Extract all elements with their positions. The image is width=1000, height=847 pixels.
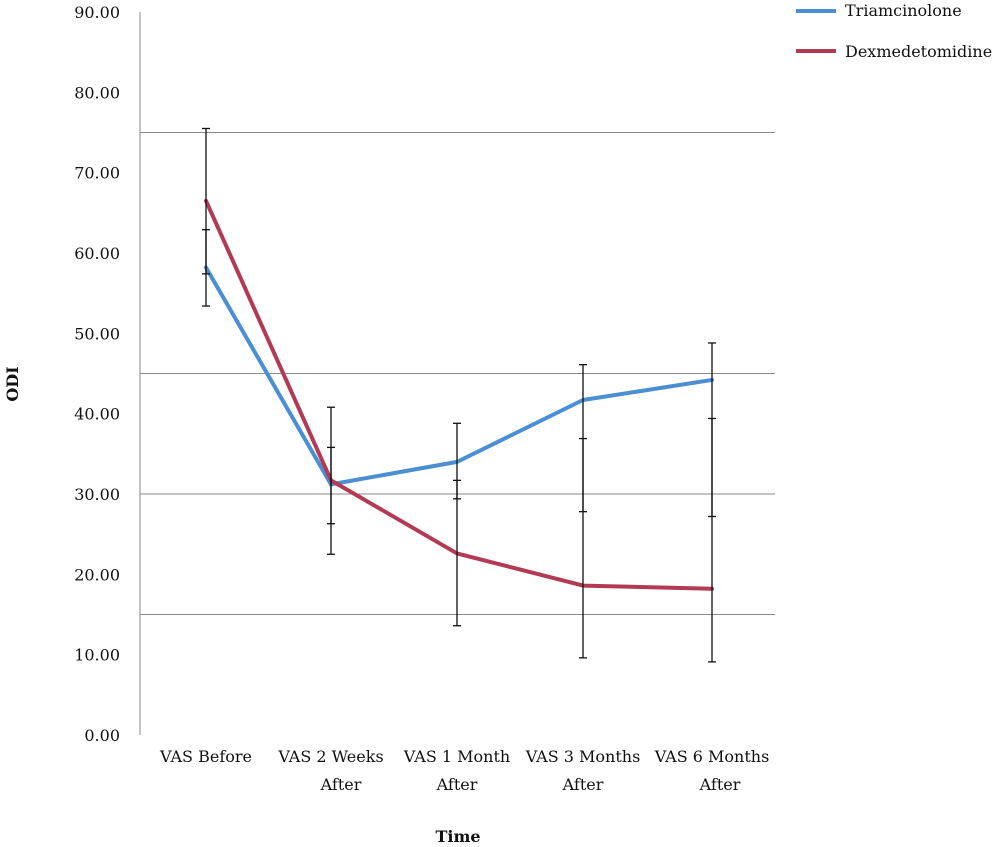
y-tick-label: 10.00 [74, 646, 120, 665]
y-tick-label: 90.00 [74, 3, 120, 22]
y-tick-label: 60.00 [74, 244, 120, 263]
y-tick-label: 30.00 [74, 485, 120, 504]
x-axis-title: Time [435, 827, 480, 846]
x-tick-label: VAS 1 Month [403, 747, 510, 766]
y-tick-labels: 0.00 10.00 20.00 30.00 40.00 50.00 60.00 70.00 8… [74, 3, 120, 745]
x-tick-label-line2: After [699, 775, 741, 794]
series-line-dexmedetomidine [204, 198, 714, 591]
legend-label-triamcinolone: Triamcinolone [845, 1, 962, 20]
y-tick-label: 20.00 [74, 565, 120, 584]
x-tick-label: VAS Before [159, 747, 252, 766]
x-tick-label-line2: After [436, 775, 478, 794]
legend-label-dexmedetomidine: Dexmedetomidine [845, 42, 992, 61]
series-line-triamcinolone [204, 265, 714, 487]
y-axis-title: ODI [3, 366, 22, 401]
y-tick-label: 50.00 [74, 324, 120, 343]
x-tick-labels: VAS Before VAS 2 Weeks After VAS 1 Month Aft… [159, 747, 769, 794]
x-tick-label-line2: After [562, 775, 604, 794]
series-lines [204, 198, 714, 591]
y-tick-label: 0.00 [84, 726, 120, 745]
error-bars [202, 127, 716, 663]
x-tick-label: VAS 6 Months [654, 747, 770, 766]
y-tick-label: 40.00 [74, 405, 120, 424]
x-tick-label-line2: After [320, 775, 362, 794]
y-tick-label: 80.00 [74, 83, 120, 102]
x-tick-label: VAS 2 Weeks [277, 747, 383, 766]
x-tick-label: VAS 3 Months [525, 747, 641, 766]
legend: Triamcinolone Dexmedetomidine [796, 1, 992, 61]
y-tick-label: 70.00 [74, 164, 120, 183]
